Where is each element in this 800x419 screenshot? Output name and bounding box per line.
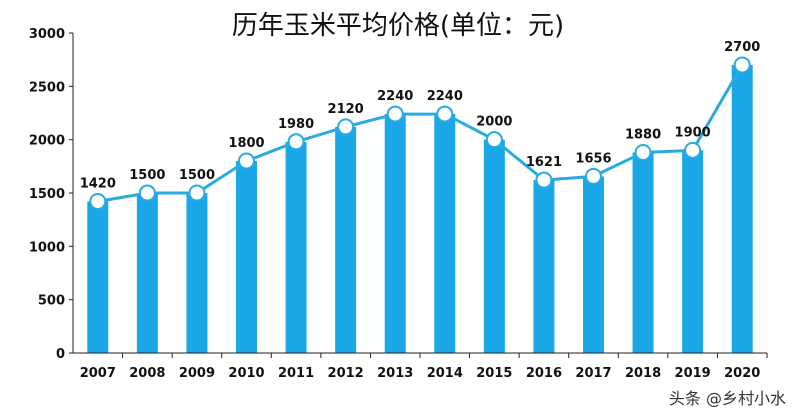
y-tick-label: 0 [56, 347, 65, 362]
data-label: 1980 [278, 117, 314, 132]
data-labels: 1420 1500 1500 1800 1980 2120 2240 2240 2000 1621… [80, 40, 761, 192]
trend-point [337, 118, 355, 136]
trend-point [287, 133, 305, 151]
trend-line [89, 56, 751, 211]
bar [335, 126, 357, 353]
x-tick-label: 2009 [179, 366, 215, 381]
bar [583, 176, 604, 353]
trend-point [535, 171, 553, 189]
bar [87, 201, 109, 353]
data-label: 2240 [427, 89, 463, 104]
bar [236, 161, 257, 353]
trend-point [634, 143, 652, 161]
trend-point [733, 56, 751, 74]
y-tick-label: 500 [38, 294, 65, 309]
bar [731, 65, 753, 353]
trend-point [188, 184, 206, 202]
trend-point [436, 105, 454, 123]
trend-polyline [97, 64, 744, 204]
bar [186, 193, 208, 353]
y-tick-label: 3000 [29, 27, 65, 42]
chart-title: 历年玉米平均价格(单位：元) [232, 11, 564, 41]
bar [384, 114, 406, 353]
bar [682, 150, 704, 353]
y-tick-label: 2500 [29, 80, 65, 95]
bar [136, 193, 158, 353]
x-tick-label: 2013 [377, 366, 413, 381]
x-tick-label: 2016 [526, 366, 562, 381]
trend-point [485, 131, 503, 149]
x-tick-label: 2020 [724, 366, 760, 381]
data-label: 2000 [476, 115, 512, 130]
data-label: 1420 [80, 177, 116, 192]
data-label: 1500 [179, 168, 215, 183]
x-axis: 2007 2008 2009 2010 2011 2012 2013 2014 2015 2016… [73, 352, 768, 381]
x-tick-label: 2011 [278, 366, 314, 381]
x-tick-label: 2019 [675, 366, 711, 381]
trend-point [386, 105, 404, 123]
x-tick-label: 2018 [625, 366, 661, 381]
x-tick-label: 2017 [575, 366, 611, 381]
y-tick-label: 2000 [29, 134, 65, 149]
trend-point [89, 193, 107, 211]
watermark: 头条 @乡村小水 [668, 389, 786, 408]
x-tick-label: 2010 [228, 366, 264, 381]
data-label: 1880 [625, 127, 661, 142]
bar [285, 141, 307, 353]
data-label: 2700 [724, 40, 760, 55]
data-label: 1500 [129, 168, 165, 183]
data-label: 1656 [575, 151, 611, 166]
x-tick-label: 2008 [129, 366, 165, 381]
data-label: 1900 [675, 125, 711, 140]
data-label: 2120 [328, 102, 364, 117]
data-label: 1800 [228, 136, 264, 151]
bar [533, 180, 555, 353]
bars [87, 65, 753, 353]
x-tick-label: 2015 [476, 366, 512, 381]
trend-point [138, 184, 156, 202]
bar [483, 139, 505, 353]
x-tick-label: 2007 [80, 366, 116, 381]
data-label: 1621 [526, 155, 562, 170]
trend-point [238, 152, 255, 170]
y-tick-label: 1500 [29, 187, 65, 202]
bar [434, 114, 456, 353]
y-axis: 0 500 1000 1500 2000 2500 3000 [29, 27, 74, 362]
data-label: 2240 [377, 89, 413, 104]
bar [632, 152, 654, 353]
trend-point [684, 141, 702, 159]
x-tick-label: 2014 [427, 366, 463, 381]
x-tick-label: 2012 [328, 366, 364, 381]
y-tick-label: 1000 [29, 240, 65, 255]
trend-point [585, 167, 602, 185]
